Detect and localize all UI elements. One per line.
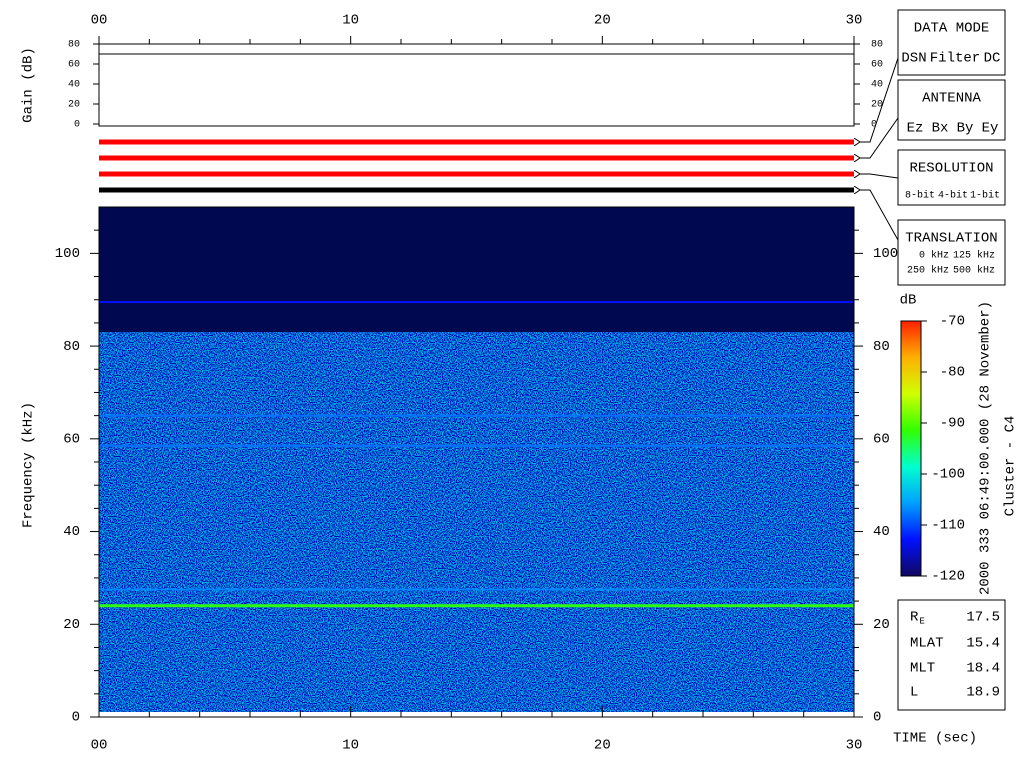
info-value: 17.5 — [966, 610, 1000, 626]
spectral-line — [99, 444, 854, 447]
colorbar-label: dB — [900, 293, 917, 309]
spectral-line — [99, 588, 854, 591]
connector — [860, 174, 899, 179]
colorbar-tick-label: -110 — [931, 518, 965, 534]
frequency-tick-label: 100 — [55, 246, 80, 262]
gain-tick-label: 60 — [871, 60, 883, 71]
frequency-tick-label: 40 — [873, 524, 890, 540]
panel-option: By — [957, 121, 974, 137]
panel-title: TRANSLATION — [905, 231, 997, 247]
colorbar-tick-label: -90 — [940, 416, 965, 432]
x-tick-label: 20 — [594, 738, 611, 754]
gain-tick-label: 60 — [68, 60, 80, 71]
spectral-line — [99, 604, 854, 608]
info-label: MLAT — [910, 636, 944, 652]
gain-panel — [98, 43, 855, 127]
spectral-line — [99, 414, 854, 417]
frequency-tick-label: 80 — [63, 339, 80, 355]
panel-option: 4-bit — [938, 190, 968, 202]
panel-box — [897, 149, 1006, 206]
indicator-bar — [99, 171, 854, 177]
x-tick-label: 20 — [594, 13, 611, 29]
indicator-bar — [99, 139, 854, 145]
frequency-tick-label: 0 — [72, 710, 80, 726]
panel-option: Bx — [932, 121, 949, 137]
info-label: MLT — [910, 661, 935, 677]
gain-axis-label: Gain (dB) — [21, 47, 37, 123]
gain-tick-label: 20 — [68, 100, 80, 111]
gain-tick-label: 0 — [871, 120, 877, 131]
panel-option: 1-bit — [970, 190, 1000, 202]
x-tick-label: 00 — [91, 738, 108, 754]
gain-tick-label: 40 — [68, 80, 80, 91]
panel-option: 125 kHz — [953, 250, 995, 262]
gain-tick-label: 80 — [871, 40, 883, 51]
frequency-tick-label: 60 — [873, 432, 890, 448]
colorbar — [900, 320, 922, 577]
panel-box — [897, 79, 1006, 141]
connector — [860, 57, 899, 142]
frequency-tick-label: 60 — [63, 432, 80, 448]
panel-option: Ey — [982, 121, 999, 137]
gain-tick-label: 40 — [871, 80, 883, 91]
x-tick-label: 10 — [342, 13, 359, 29]
info-label-sub: E — [919, 616, 924, 626]
connector — [860, 190, 899, 241]
date-label: 2000 333 06:49:00.000 (28 November) — [978, 301, 994, 595]
info-label: L — [910, 685, 918, 701]
panel-title: ANTENNA — [922, 91, 981, 107]
panel-option: Filter — [930, 51, 980, 67]
panel-option: 0 kHz — [919, 250, 949, 262]
frequency-tick-label: 40 — [63, 524, 80, 540]
frequency-axis-label: Frequency (kHz) — [21, 402, 37, 528]
info-label: R — [910, 610, 919, 626]
panel-option: DC — [984, 51, 1001, 67]
info-value: 18.4 — [966, 661, 1000, 677]
colorbar-tick-label: -80 — [940, 365, 965, 381]
frequency-tick-label: 20 — [63, 617, 80, 633]
panel-option: DSN — [901, 51, 926, 67]
x-tick-label: 00 — [91, 13, 108, 29]
indicator-bar — [99, 155, 854, 161]
indicator-bar — [99, 187, 854, 193]
spacecraft-label: Cluster - C4 — [1003, 416, 1019, 517]
gain-tick-label: 80 — [68, 40, 80, 51]
frequency-tick-label: 0 — [873, 710, 881, 726]
frequency-tick-label: 100 — [873, 246, 898, 262]
x-tick-label: 10 — [342, 738, 359, 754]
panel-option: 8-bit — [905, 190, 935, 202]
panel-option: Ez — [907, 121, 924, 137]
connector — [860, 117, 899, 158]
gain-tick-label: 20 — [871, 100, 883, 111]
panel-title: RESOLUTION — [909, 161, 993, 177]
gain-tick-label: 0 — [74, 120, 80, 131]
info-value: 15.4 — [966, 636, 1000, 652]
x-tick-label: 30 — [846, 738, 863, 754]
info-box — [897, 599, 1006, 711]
colorbar-tick-label: -120 — [931, 569, 965, 585]
colorbar-tick-label: -100 — [931, 467, 965, 483]
panel-box — [897, 219, 1006, 286]
x-tick-label: 30 — [846, 13, 863, 29]
frequency-tick-label: 20 — [873, 617, 890, 633]
colorbar-tick-label: -70 — [940, 314, 965, 330]
panel-title: DATA MODE — [914, 21, 990, 37]
panel-option: 500 kHz — [953, 265, 995, 277]
info-value: 18.9 — [966, 685, 1000, 701]
noise-region — [99, 332, 854, 712]
panel-option: 250 kHz — [907, 265, 949, 277]
time-axis-label: TIME (sec) — [893, 731, 977, 747]
panel-box — [897, 9, 1006, 76]
spectral-line — [99, 301, 854, 304]
frequency-tick-label: 80 — [873, 339, 890, 355]
